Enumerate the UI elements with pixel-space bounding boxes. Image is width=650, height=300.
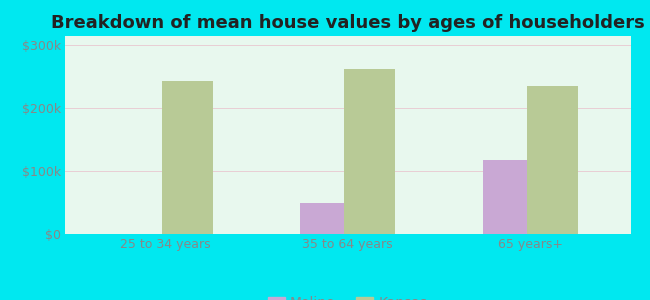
Title: Breakdown of mean house values by ages of householders: Breakdown of mean house values by ages o… — [51, 14, 645, 32]
Bar — [162, 81, 213, 234]
Legend: Moline, Kansas: Moline, Kansas — [268, 296, 428, 300]
Bar — [526, 86, 578, 234]
Bar — [483, 160, 534, 234]
Bar — [344, 69, 395, 234]
Bar — [300, 202, 352, 234]
